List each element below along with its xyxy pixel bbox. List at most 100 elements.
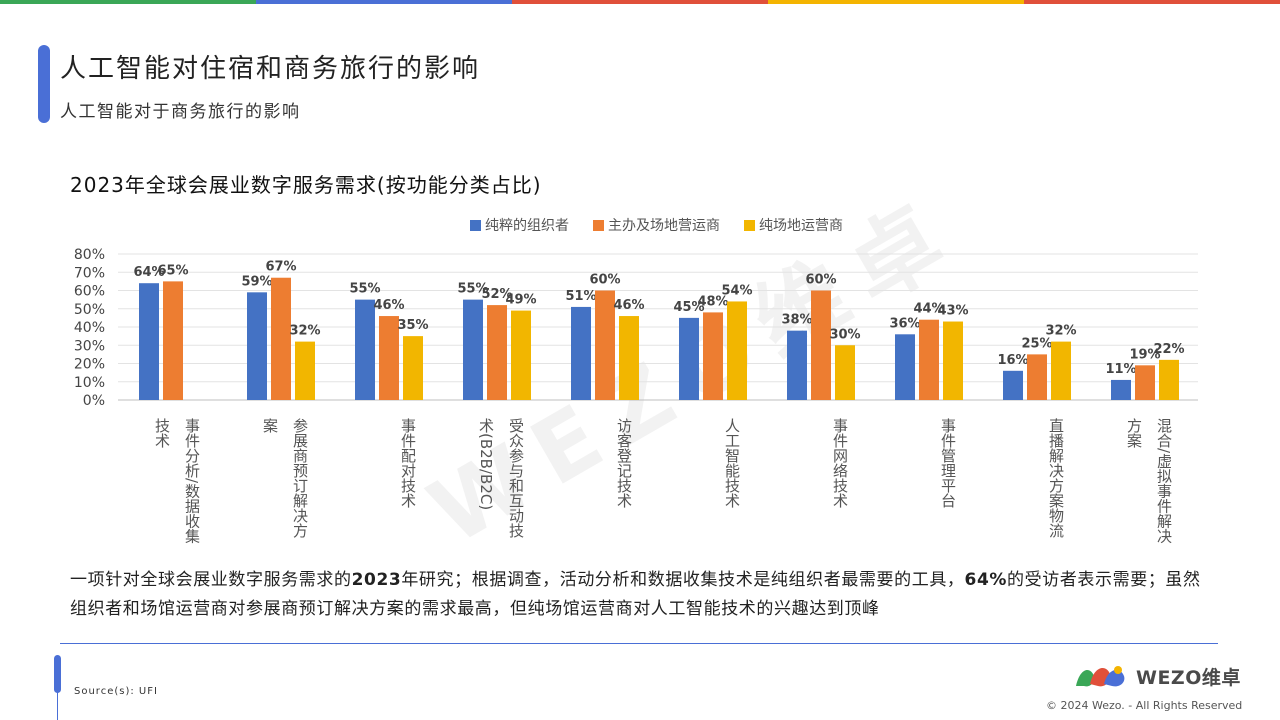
x-tick-label: 直播解决方案物流 — [1047, 418, 1065, 539]
bar — [895, 334, 915, 400]
data-label: 16% — [997, 353, 1028, 368]
footer-divider — [60, 643, 1218, 644]
desc-text: 一项针对全球会展业数字服务需求的 — [70, 570, 352, 590]
bar — [271, 277, 291, 400]
y-tick-label: 40% — [74, 320, 105, 336]
data-label: 55% — [349, 282, 380, 297]
bar — [943, 321, 963, 400]
bar — [703, 312, 723, 400]
bar — [1027, 354, 1047, 400]
x-tick-label: 混合/虚拟事件解决 — [1155, 418, 1173, 543]
bar — [1051, 341, 1071, 400]
data-label: 44% — [913, 302, 944, 317]
legend-item: 纯粹的组织者 — [470, 215, 569, 235]
bar — [679, 317, 699, 400]
y-tick-label: 20% — [74, 357, 105, 373]
data-label: 30% — [829, 327, 860, 342]
bar — [571, 306, 591, 400]
data-label: 60% — [805, 273, 836, 288]
data-label: 22% — [1153, 342, 1184, 357]
logo-text: WEZO维卓 — [1136, 666, 1241, 689]
page-subtitle: 人工智能对于商务旅行的影响 — [60, 102, 301, 122]
top-bar-segment — [768, 0, 1024, 4]
brand-logo: WEZO维卓 — [1072, 662, 1241, 690]
logo-mark-icon — [1076, 666, 1125, 687]
top-bar-segment — [256, 0, 512, 4]
bar — [1135, 365, 1155, 400]
data-label: 19% — [1129, 347, 1160, 362]
bar — [295, 341, 315, 400]
bar — [1159, 359, 1179, 400]
bar — [787, 330, 807, 400]
data-label: 46% — [613, 298, 644, 313]
data-label: 67% — [265, 260, 296, 275]
data-label: 59% — [241, 274, 272, 289]
data-label: 48% — [697, 294, 728, 309]
x-tick-label: 访客登记技术 — [615, 418, 633, 508]
legend-item: 纯场地运营商 — [744, 215, 843, 235]
data-label: 25% — [1021, 336, 1052, 351]
bar — [403, 336, 423, 400]
bar — [355, 299, 375, 400]
data-label: 43% — [937, 304, 968, 319]
top-bar-segment — [0, 0, 256, 4]
desc-bold: 2023 — [351, 570, 402, 590]
x-tick-label: 方案 — [1125, 418, 1143, 448]
top-color-bar — [0, 0, 1280, 4]
y-tick-label: 10% — [74, 375, 105, 391]
bar-chart: 0% 10% 20% 30% 40% 50% 60% 70% 80% 64%65% 事件分析/数据收… — [74, 247, 1198, 543]
source-note: Source(s): UFI — [74, 686, 158, 697]
legend-label: 纯粹的组织者 — [485, 218, 569, 234]
chart-description: 一项针对全球会展业数字服务需求的2023年研究；根据调查，活动分析和数据收集技术… — [70, 566, 1210, 624]
data-label: 32% — [1045, 324, 1076, 339]
desc-text: 年研究；根据调查，活动分析和数据收集技术是纯组织者最需要的工具， — [401, 570, 965, 590]
x-tick-label: 术(B2B/B2C) — [477, 418, 495, 510]
x-tick-label: 事件配对技术 — [399, 418, 417, 508]
bar — [1003, 370, 1023, 400]
x-tick-label: 技术 — [153, 418, 171, 448]
data-label: 11% — [1105, 362, 1136, 377]
y-tick-label: 60% — [74, 284, 105, 300]
bar — [163, 281, 183, 400]
bar — [727, 301, 747, 400]
data-label: 45% — [673, 300, 704, 315]
bar — [619, 316, 639, 400]
chart-title: 2023年全球会展业数字服务需求(按功能分类占比) — [70, 173, 542, 197]
bar — [139, 283, 159, 400]
data-label: 46% — [373, 298, 404, 313]
legend-label: 主办及场地营运商 — [608, 218, 720, 234]
title-accent-bar — [38, 45, 50, 123]
data-label: 38% — [781, 313, 812, 328]
bar — [379, 316, 399, 400]
legend-swatch — [470, 219, 481, 231]
y-tick-label: 30% — [74, 338, 105, 354]
data-label: 54% — [721, 283, 752, 298]
bar — [1111, 379, 1131, 400]
data-label: 52% — [481, 287, 512, 302]
bar — [595, 290, 615, 400]
bar — [511, 310, 531, 400]
desc-text: 的受访者表示需要；虽然组织者和场馆运营商对参展商预订解决方案的需求最高，但纯场馆… — [70, 570, 1201, 619]
bar — [487, 305, 507, 400]
data-label: 49% — [505, 293, 536, 308]
x-tick-label: 受众参与和互动技 — [507, 418, 525, 539]
y-tick-label: 50% — [74, 302, 105, 318]
legend-swatch — [593, 219, 604, 231]
top-bar-segment — [1024, 0, 1280, 4]
x-tick-label: 参展商预订解决方 — [291, 418, 309, 539]
y-tick-label: 0% — [83, 393, 105, 409]
x-tick-label: 案 — [261, 417, 279, 433]
data-label: 35% — [397, 318, 428, 333]
bar — [919, 319, 939, 400]
x-tick-label: 事件管理平台 — [939, 418, 957, 508]
legend-item: 主办及场地营运商 — [593, 215, 720, 235]
x-tick-label: 事件网络技术 — [831, 418, 849, 508]
page-title: 人工智能对住宿和商务旅行的影响 — [60, 54, 481, 84]
footer-accent-bar — [54, 655, 61, 693]
data-label: 64% — [133, 265, 164, 280]
footer-accent-line — [57, 690, 58, 720]
y-tick-label: 80% — [74, 247, 105, 263]
data-label: 60% — [589, 273, 620, 288]
bar — [247, 292, 267, 400]
copyright: © 2024 Wezo. - All Rights Reserved — [1046, 699, 1243, 712]
